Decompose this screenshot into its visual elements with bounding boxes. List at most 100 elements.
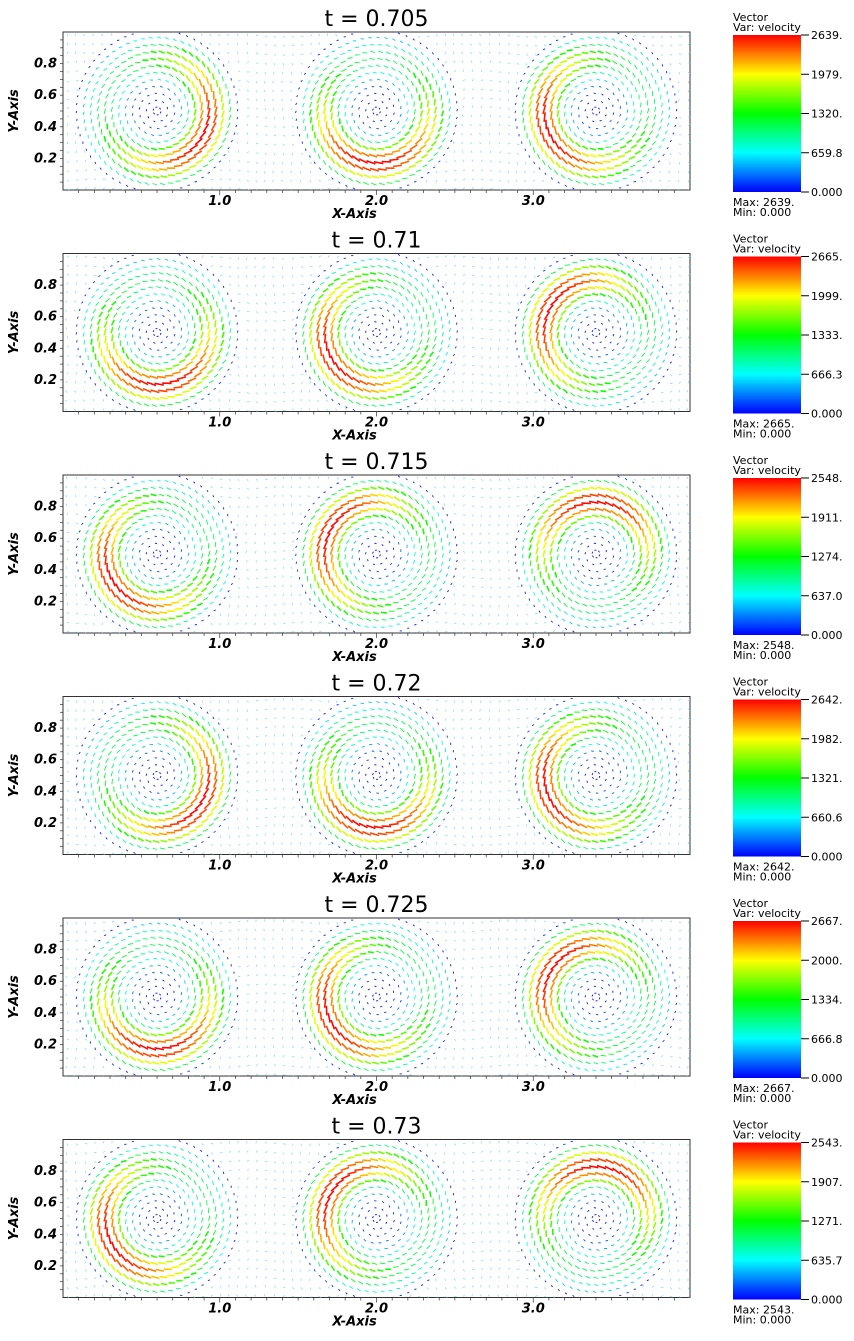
vector-arrow [573, 341, 575, 345]
vector-arrow [507, 43, 511, 46]
vector-arrow [344, 112, 347, 117]
vector-arrow [393, 53, 399, 57]
vector-arrow [389, 158, 399, 162]
vector-arrow [414, 490, 418, 495]
vector-arrow [130, 348, 133, 353]
vector-arrow [107, 142, 111, 149]
vector-arrow [620, 580, 625, 584]
vector-arrow [264, 329, 267, 332]
vector-arrow [543, 90, 550, 99]
vector-arrow [574, 600, 580, 605]
vector-arrow [514, 324, 517, 327]
vector-arrow [133, 291, 139, 294]
vector-arrow [675, 330, 678, 333]
vector-arrow [424, 566, 429, 572]
vector-arrow [555, 161, 562, 169]
vector-arrow [110, 486, 113, 489]
vector-arrow [657, 381, 661, 384]
vector-arrow [222, 545, 224, 551]
vector-arrow [533, 352, 536, 360]
vector-arrow [612, 112, 615, 115]
vector-arrow [334, 285, 342, 291]
vector-arrow [152, 108, 155, 111]
vector-arrow [534, 44, 538, 47]
vector-arrow [536, 583, 539, 589]
vector-arrow [576, 386, 583, 392]
vector-arrow [192, 575, 198, 582]
vector-arrow [408, 494, 413, 500]
vector-arrow [172, 481, 177, 484]
vector-arrow [545, 139, 550, 149]
vector-arrow [660, 53, 664, 57]
vector-arrow [201, 545, 203, 551]
vector-arrow [202, 597, 209, 601]
vector-arrow [180, 40, 185, 44]
vector-arrow [527, 65, 530, 69]
vector-arrow [320, 302, 328, 310]
vector-arrow [172, 127, 176, 131]
vector-arrow [102, 187, 106, 190]
vector-arrow [316, 408, 320, 411]
vector-arrow [134, 98, 137, 101]
vector-arrow [426, 100, 430, 108]
vector-arrow [544, 276, 551, 280]
vector-arrow [64, 408, 68, 411]
vector-arrow [185, 74, 191, 82]
vector-arrow [273, 613, 277, 616]
vector-arrow [187, 87, 191, 94]
vector-arrow [544, 497, 550, 501]
vector-arrow [597, 493, 607, 498]
vector-arrow [580, 99, 583, 103]
vector-arrow [687, 107, 690, 110]
vector-arrow [462, 494, 465, 498]
vector-arrow [104, 335, 107, 344]
vector-arrow [91, 52, 95, 55]
vector-arrow [246, 392, 250, 394]
vector-arrow [179, 87, 182, 93]
vector-arrow [507, 392, 510, 395]
vector-arrow [121, 599, 130, 608]
vector-arrow [127, 271, 133, 273]
vector-arrow [254, 550, 257, 554]
vector-arrow [201, 375, 209, 381]
vector-arrow [245, 550, 248, 554]
vector-arrow [576, 624, 581, 627]
vector-arrow [202, 306, 206, 314]
vector-arrow [514, 365, 518, 368]
vector-arrow [544, 394, 547, 397]
vector-arrow [528, 544, 532, 551]
vector-arrow [557, 488, 564, 492]
vector-arrow [559, 77, 567, 83]
vector-arrow [620, 277, 627, 284]
vector-arrow [532, 179, 536, 182]
vector-arrow [201, 398, 204, 400]
vector-arrow [345, 539, 350, 544]
vector-arrow [547, 503, 555, 509]
vector-arrow [291, 275, 294, 278]
vector-arrow [273, 35, 277, 38]
vector-arrow [255, 89, 257, 93]
background-flow [64, 255, 690, 412]
vector-arrow [149, 347, 152, 350]
vector-arrow [471, 159, 474, 163]
vector-arrow [551, 580, 555, 587]
vector-arrow [131, 79, 136, 82]
vector-arrow [426, 147, 433, 154]
vector-arrow [291, 35, 295, 38]
vector-arrow [581, 51, 589, 54]
vector-arrow [354, 132, 358, 137]
vector-arrow [612, 149, 620, 153]
vector-arrow [327, 188, 331, 190]
vector-arrow [383, 65, 389, 69]
vector-arrow [121, 148, 128, 155]
vector-arrow [539, 503, 545, 507]
vector-arrow [185, 518, 189, 523]
vector-arrow [549, 324, 554, 334]
vector-arrow [66, 549, 70, 552]
vector-arrow [142, 45, 148, 47]
vector-arrow [364, 88, 367, 90]
vector-arrow [389, 341, 393, 344]
vector-arrow [531, 280, 535, 284]
vector-arrow [585, 537, 589, 540]
vector-arrow [340, 281, 348, 286]
